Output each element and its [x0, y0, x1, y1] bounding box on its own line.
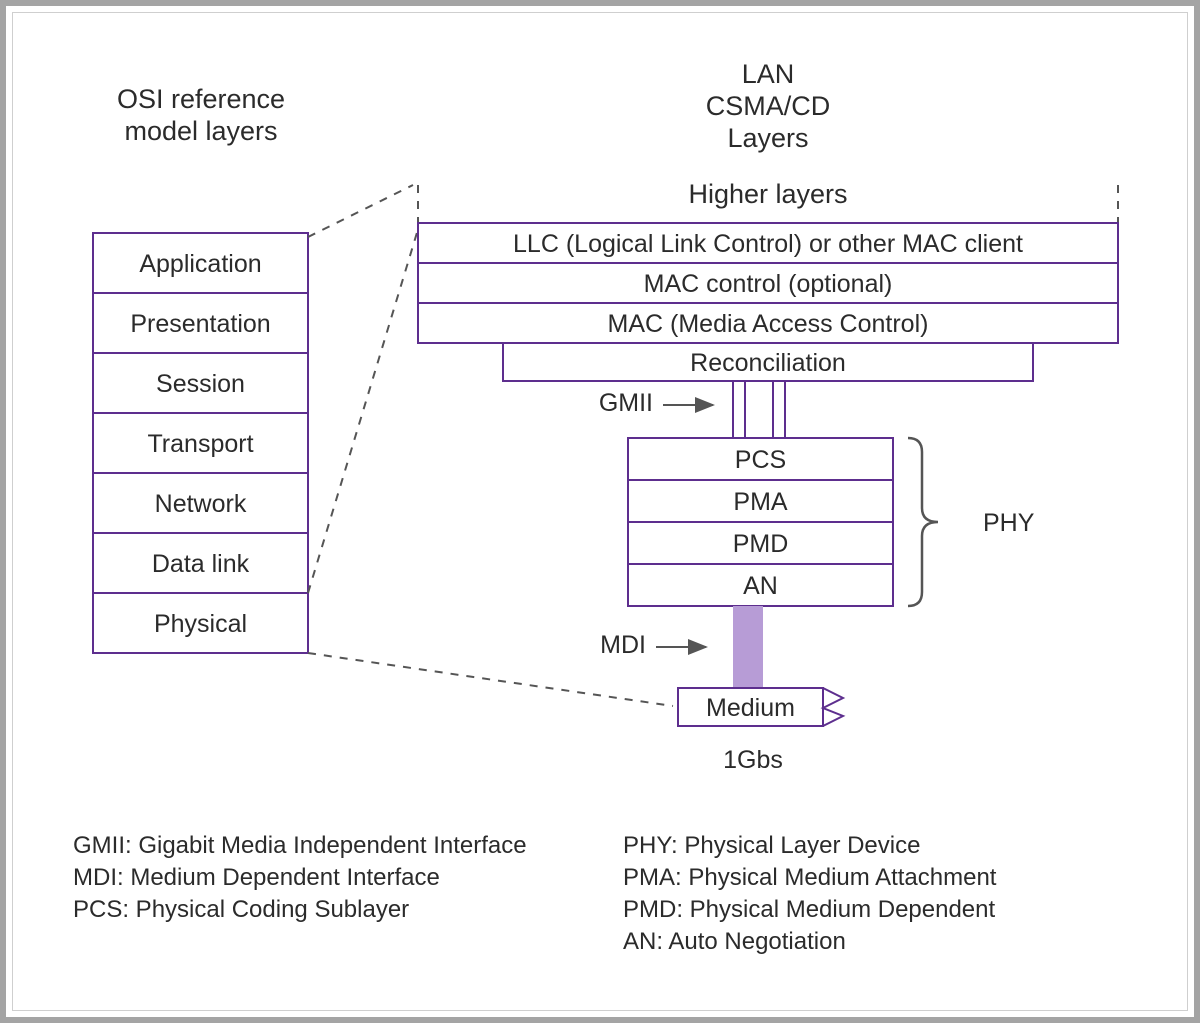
lan-top-label: MAC control (optional) [644, 270, 893, 298]
diagram-canvas: OSI referencemodel layers LANCSMA/CDLayer… [13, 13, 1187, 1010]
gmii-connector [733, 381, 745, 438]
osi-layer-label: Data link [152, 550, 250, 578]
higher-layers-label: Higher layers [688, 179, 847, 209]
lan-title: LAN [742, 59, 795, 89]
medium-label: Medium [706, 694, 795, 722]
osi-layer-label: Session [156, 370, 245, 398]
lan-title: CSMA/CD [706, 91, 831, 121]
dashed-mapping-line [308, 226, 419, 593]
phy-bracket [908, 438, 938, 606]
phy-sublayer-label: PMD [733, 530, 789, 558]
lan-top-label: LLC (Logical Link Control) or other MAC … [513, 230, 1023, 258]
osi-layer-label: Network [155, 490, 247, 518]
phy-label: PHY [983, 509, 1035, 537]
legend-right-line: AN: Auto Negotiation [623, 928, 846, 955]
legend-left-line: PCS: Physical Coding Sublayer [73, 896, 409, 923]
medium-tear-icon [823, 688, 843, 726]
speed-label: 1Gbs [723, 746, 783, 774]
osi-layer-label: Physical [154, 610, 247, 638]
legend-left-line: MDI: Medium Dependent Interface [73, 864, 440, 891]
osi-title: model layers [124, 116, 277, 146]
mdi-label: MDI [600, 631, 646, 659]
phy-sublayer-label: AN [743, 572, 778, 600]
legend-left-line: GMII: Gigabit Media Independent Interfac… [73, 832, 527, 859]
legend-right-line: PMD: Physical Medium Dependent [623, 896, 995, 923]
legend-right-line: PHY: Physical Layer Device [623, 832, 920, 859]
legend-right-line: PMA: Physical Medium Attachment [623, 864, 997, 891]
gmii-label: GMII [599, 389, 653, 417]
mdi-bar [733, 606, 763, 688]
lan-top-label: MAC (Media Access Control) [608, 310, 929, 338]
gmii-connector [773, 381, 785, 438]
osi-layer-label: Application [139, 250, 261, 278]
phy-sublayer-label: PMA [733, 488, 788, 516]
dashed-mapping-line [308, 185, 413, 237]
inner-frame: OSI referencemodel layers LANCSMA/CDLayer… [12, 12, 1188, 1011]
phy-sublayer-label: PCS [735, 446, 786, 474]
osi-layer-label: Transport [147, 430, 253, 458]
lan-title: Layers [727, 123, 808, 153]
dashed-mapping-line [308, 653, 673, 706]
osi-title: OSI reference [117, 84, 285, 114]
reconciliation-label: Reconciliation [690, 349, 846, 377]
outer-frame: OSI referencemodel layers LANCSMA/CDLayer… [0, 0, 1200, 1023]
osi-layer-label: Presentation [130, 310, 270, 338]
